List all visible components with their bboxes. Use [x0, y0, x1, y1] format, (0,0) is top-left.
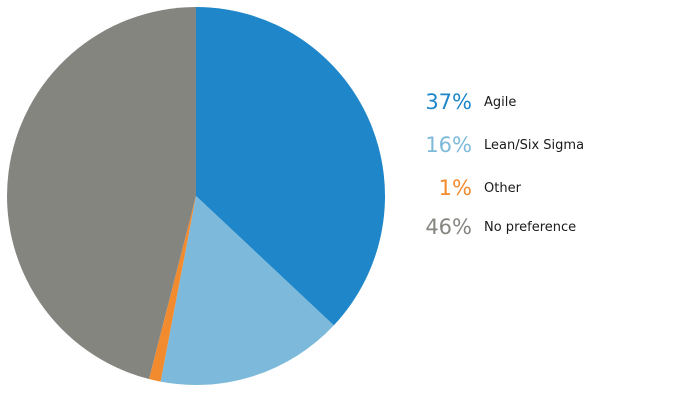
legend-label-lean-six-sigma: Lean/Six Sigma — [484, 137, 585, 153]
pie-slice-other — [149, 196, 196, 382]
pie-slice-lean-six-sigma — [160, 196, 334, 385]
legend-label-agile: Agile — [484, 94, 517, 110]
legend-value-other: 1% — [438, 176, 472, 200]
legend-value-lean-six-sigma: 16% — [425, 133, 472, 157]
legend-value-no-preference: 46% — [425, 215, 472, 239]
pie-slice-no-preference — [7, 7, 197, 380]
pie-slice-agile — [196, 7, 386, 326]
legend-item-lean-six-sigma: 16% Lean/Six Sigma — [410, 131, 584, 159]
legend-value-agile: 37% — [425, 90, 472, 114]
legend-label-no-preference: No preference — [484, 219, 577, 235]
legend-item-other: 1% Other — [410, 174, 521, 202]
legend-item-agile: 37% Agile — [410, 88, 516, 116]
legend-item-no-preference: 46% No preference — [410, 213, 576, 241]
legend-label-other: Other — [484, 180, 521, 196]
